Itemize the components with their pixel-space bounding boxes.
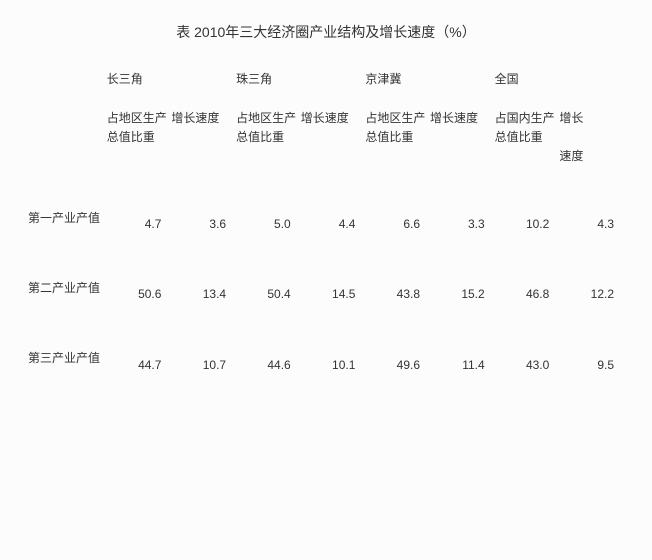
cell: 4.3 — [559, 205, 624, 275]
cell: 12.2 — [559, 275, 624, 345]
cell: 44.6 — [236, 345, 301, 381]
subheader-share: 占地区生产总值比重 — [365, 109, 430, 205]
cell: 46.8 — [495, 275, 560, 345]
region-header-row: 长三角 珠三角 京津冀 全国 — [28, 70, 624, 109]
table-row: 第一产业产值 4.7 3.6 5.0 4.4 6.6 3.3 10.2 4.3 — [28, 205, 624, 275]
subheader-row: 占地区生产总值比重 增长速度 占地区生产总值比重 增长速度 占地区生产总值比重 … — [28, 109, 624, 205]
cell: 14.5 — [301, 275, 366, 345]
region-header: 珠三角 — [236, 70, 365, 109]
subheader-share: 占国内生产总值比重 — [495, 109, 560, 205]
subheader-growth: 增长速度 — [171, 109, 236, 205]
cell: 10.7 — [171, 345, 236, 381]
cell: 13.4 — [171, 275, 236, 345]
cell: 50.6 — [107, 275, 172, 345]
table-row: 第二产业产值 50.6 13.4 50.4 14.5 43.8 15.2 46.… — [28, 275, 624, 345]
table-title: 表 2010年三大经济圈产业结构及增长速度（%） — [28, 22, 624, 42]
region-header: 长三角 — [107, 70, 236, 109]
data-table: 长三角 珠三角 京津冀 全国 占地区生产总值比重 增长速度 占地区生产总值比重 … — [28, 70, 624, 382]
cell: 4.4 — [301, 205, 366, 275]
cell: 4.7 — [107, 205, 172, 275]
subheader-share: 占地区生产总值比重 — [107, 109, 172, 205]
cell: 6.6 — [365, 205, 430, 275]
cell: 15.2 — [430, 275, 495, 345]
cell: 3.3 — [430, 205, 495, 275]
table-row: 第三产业产值 44.7 10.7 44.6 10.1 49.6 11.4 43.… — [28, 345, 624, 381]
cell: 10.2 — [495, 205, 560, 275]
table-container: 表 2010年三大经济圈产业结构及增长速度（%） 长三角 珠三角 京津冀 全国 … — [0, 0, 652, 382]
cell: 43.8 — [365, 275, 430, 345]
row-label: 第二产业产值 — [28, 275, 107, 345]
subheader-share: 占地区生产总值比重 — [236, 109, 301, 205]
row-label: 第一产业产值 — [28, 205, 107, 275]
cell: 3.6 — [171, 205, 236, 275]
region-header: 京津冀 — [365, 70, 494, 109]
subheader-growth: 增长速度 — [301, 109, 366, 205]
subheader-growth-line1: 增长 — [559, 111, 583, 125]
subheader-growth-line2: 速度 — [559, 149, 583, 163]
cell: 5.0 — [236, 205, 301, 275]
row-label: 第三产业产值 — [28, 345, 107, 381]
subheader-growth: 增长 速度 — [559, 109, 624, 205]
cell: 43.0 — [495, 345, 560, 381]
cell: 9.5 — [559, 345, 624, 381]
cell: 44.7 — [107, 345, 172, 381]
cell: 50.4 — [236, 275, 301, 345]
cell: 11.4 — [430, 345, 495, 381]
cell: 10.1 — [301, 345, 366, 381]
region-header: 全国 — [495, 70, 624, 109]
cell: 49.6 — [365, 345, 430, 381]
subheader-growth: 增长速度 — [430, 109, 495, 205]
